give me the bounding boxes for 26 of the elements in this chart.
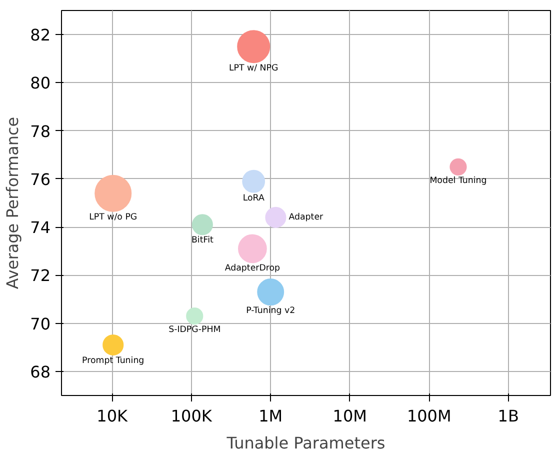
series-label: AdapterDrop — [224, 264, 281, 274]
series-label: S-IDPG-PHM — [168, 325, 221, 336]
x-tick-label: 10M — [332, 406, 367, 426]
y-tick-label: 74 — [30, 218, 50, 238]
y-tick-label: 68 — [30, 362, 50, 382]
x-axis-title: Tunable Parameters — [226, 434, 386, 452]
series-label: P-Tuning v2 — [246, 306, 296, 316]
series-label: BitFit — [191, 236, 214, 246]
series-label: LoRA — [242, 193, 264, 204]
series-label: Adapter — [288, 212, 324, 222]
y-axis-title: Average Performance — [3, 116, 22, 290]
series-label: Prompt Tuning — [82, 356, 144, 366]
y-tick-label: 80 — [30, 74, 50, 93]
series-label: LPT w/ NPG — [228, 64, 278, 74]
x-tick-label: 1B — [498, 406, 519, 426]
y-tick-label: 70 — [30, 314, 50, 334]
y-tick-label: 82 — [30, 26, 50, 45]
x-tick-label: 100M — [406, 406, 452, 426]
x-tick-label: 1M — [258, 406, 283, 426]
y-tick-label: 76 — [30, 170, 50, 189]
series-label: Model Tuning — [430, 176, 487, 186]
x-tick-label: 100K — [170, 406, 212, 426]
x-tick-label: 10K — [96, 406, 128, 426]
y-tick-label: 78 — [30, 122, 50, 141]
series-label: LPT w/o PG — [89, 212, 138, 222]
y-tick-label: 72 — [30, 266, 50, 286]
